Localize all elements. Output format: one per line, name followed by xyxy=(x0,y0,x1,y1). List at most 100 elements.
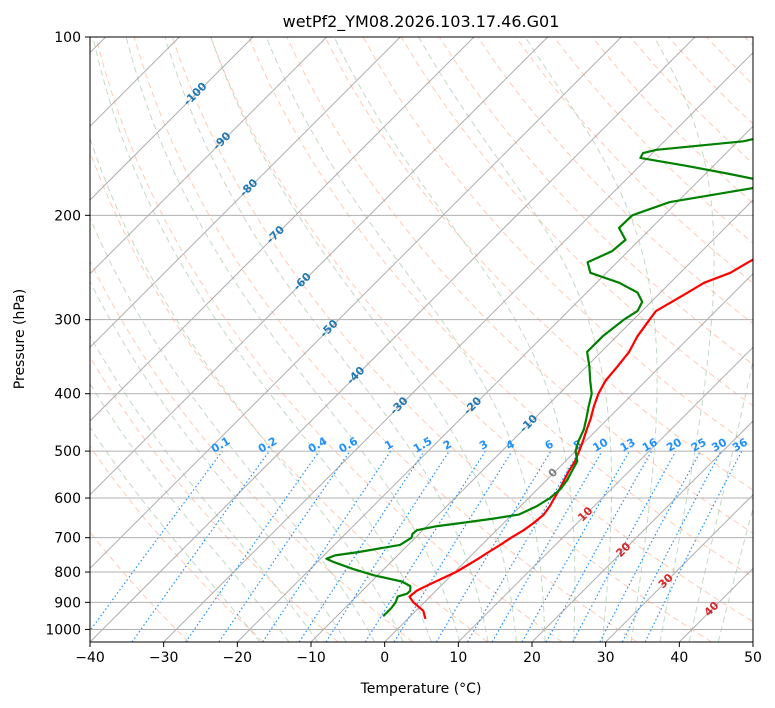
moist-adiabat xyxy=(90,334,319,642)
x-tick-label: 10 xyxy=(449,650,467,666)
dry-adiabat xyxy=(744,37,753,47)
mixing-ratio-label: 6 xyxy=(543,437,556,452)
mixing-ratio-label: 2 xyxy=(441,438,454,453)
moist-adiabat xyxy=(210,37,517,642)
mixing-ratio-line xyxy=(599,450,702,642)
mixing-ratio-line xyxy=(545,450,653,642)
x-tick-label: −40 xyxy=(75,650,105,666)
temperature-profile xyxy=(408,258,753,620)
x-tick-label: 0 xyxy=(380,650,389,666)
dry-adiabat xyxy=(90,531,190,642)
moist-adiabat xyxy=(524,37,658,642)
x-tick-label: −30 xyxy=(149,650,179,666)
mixing-ratio-line xyxy=(521,450,631,642)
mixing-ratio-labels: 0.1 0.2 0.4 0.6 1 1.5 2 3 4 6 8 10 13 16 20 25 30 36 xyxy=(209,434,750,455)
dry-adiabat xyxy=(90,259,414,642)
dry-adiabat xyxy=(706,37,753,86)
dry-adiabat xyxy=(90,445,264,642)
mixing-ratio-label: 10 xyxy=(591,435,611,454)
mixing-ratio-label: 0.6 xyxy=(337,434,361,455)
x-tick-label: 20 xyxy=(523,650,541,666)
mixing-ratio-line xyxy=(90,450,223,632)
mixing-ratio-label: 16 xyxy=(640,435,660,454)
y-tick-label: 900 xyxy=(54,595,81,611)
isotherm-line xyxy=(90,37,328,275)
dry-adiabat xyxy=(171,37,712,642)
x-tick-label: 30 xyxy=(597,650,615,666)
isotherm-line xyxy=(90,37,549,496)
mixing-ratio-label: 0.4 xyxy=(306,434,330,455)
y-tick-label: 1000 xyxy=(45,622,81,638)
moist-adiabat xyxy=(418,37,613,642)
moist-adiabat xyxy=(90,280,347,642)
mixing-ratio-line xyxy=(572,450,677,642)
isotherm-line xyxy=(90,37,254,201)
mixing-ratio-line xyxy=(298,450,425,642)
y-tick-label: 400 xyxy=(54,387,81,403)
mixing-ratio-line xyxy=(325,450,450,642)
sounding-profiles xyxy=(325,137,753,620)
mixing-ratio-label: 1.5 xyxy=(411,435,434,456)
mixing-ratio-line xyxy=(364,450,486,642)
isotherm-line xyxy=(310,199,753,642)
isotherm-line xyxy=(90,37,622,570)
y-tick-label: 800 xyxy=(54,565,81,581)
plot-frame xyxy=(89,36,754,643)
y-tick-label: 700 xyxy=(54,531,81,547)
dry-adiabat xyxy=(668,37,753,125)
isotherm-line xyxy=(457,346,753,642)
isotherm-line xyxy=(531,420,753,642)
isotherm-line xyxy=(236,125,753,642)
moist-adiabat xyxy=(90,136,404,642)
isotherm-line xyxy=(678,567,753,642)
x-tick-label: 40 xyxy=(670,650,688,666)
dry-adiabat xyxy=(90,150,488,642)
y-tick-label: 500 xyxy=(54,444,81,460)
mixing-ratio-line xyxy=(185,450,320,642)
moist-adiabat xyxy=(333,37,576,642)
moist-adiabat xyxy=(92,37,432,642)
x-tick-label: 50 xyxy=(744,650,762,666)
mixing-ratio-label: 20 xyxy=(664,435,684,454)
dewpoint-profile xyxy=(325,137,753,617)
mixing-ratio-label: 25 xyxy=(689,436,709,455)
mixing-ratio-label: 1 xyxy=(382,438,395,453)
isotherm-label: 10 xyxy=(575,504,595,524)
mixing-ratio-label: 0.1 xyxy=(209,435,232,456)
chart-title: wetPf2_YM08.2026.103.17.46.G01 xyxy=(283,12,560,32)
mixing-ratio-line xyxy=(435,450,552,642)
dry-adiabat xyxy=(133,37,638,642)
y-tick-label: 200 xyxy=(54,208,81,224)
moist-adiabat xyxy=(265,37,546,642)
isotherm-line xyxy=(752,641,753,642)
mixing-ratio-line xyxy=(218,450,351,642)
dry-adiabat xyxy=(324,37,753,491)
dry-adiabat xyxy=(95,37,563,642)
axis-ticks: −40 −30 −20 −10 0 10 20 30 40 5010020030040050060… xyxy=(45,30,762,666)
y-tick-label: 100 xyxy=(54,30,81,46)
mixing-ratio-label: 3 xyxy=(477,438,490,453)
dry-adiabat xyxy=(515,37,753,284)
mixing-ratio-label: 30 xyxy=(709,435,729,454)
mixing-ratio-line xyxy=(131,450,270,642)
x-axis-label: Temperature (°C) xyxy=(360,681,482,697)
isotherm-line xyxy=(90,37,475,422)
mixing-ratio-line xyxy=(262,450,392,642)
moist-adiabat xyxy=(717,506,753,642)
isotherm-line xyxy=(163,51,753,642)
isotherm-line xyxy=(90,37,696,642)
dry-adiabat xyxy=(286,37,753,534)
moist-adiabat xyxy=(653,37,715,642)
x-tick-label: −10 xyxy=(296,650,326,666)
moist-adiabat xyxy=(90,216,376,642)
y-axis-label: Pressure (hPa) xyxy=(12,289,28,389)
mixing-ratio-line xyxy=(393,450,513,642)
y-tick-label: 600 xyxy=(54,491,81,507)
x-tick-label: −20 xyxy=(223,650,253,666)
y-tick-label: 300 xyxy=(54,313,81,329)
moist-adiabat xyxy=(164,37,489,642)
background-lines xyxy=(90,37,753,642)
dry-adiabat xyxy=(90,356,339,642)
moist-adiabat xyxy=(90,382,290,642)
